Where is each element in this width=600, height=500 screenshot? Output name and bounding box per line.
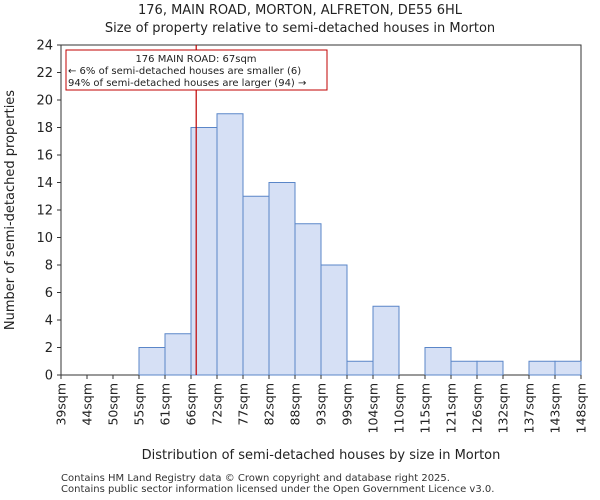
y-tick-label: 12 — [36, 204, 53, 219]
x-tick-label: 148sqm — [574, 383, 589, 433]
y-tick-label: 2 — [45, 341, 53, 356]
x-tick-label: 110sqm — [392, 383, 407, 433]
footer-line-2: Contains public sector information licen… — [61, 484, 495, 495]
x-tick-label: 115sqm — [418, 383, 433, 433]
x-tick-label: 104sqm — [366, 383, 381, 433]
y-tick-label: 18 — [36, 121, 53, 136]
y-tick-label: 22 — [36, 66, 53, 81]
chart-subtitle: Size of property relative to semi-detach… — [104, 21, 496, 36]
y-tick-label: 4 — [45, 314, 53, 329]
bar-61sqm — [164, 333, 192, 376]
y-tick-label: 6 — [45, 286, 53, 301]
x-tick-label: 77sqm — [236, 383, 251, 426]
annotation-line-1: 176 MAIN ROAD: 67sqm — [135, 54, 256, 65]
x-tick-label: 55sqm — [132, 383, 147, 426]
y-tick-label: 14 — [36, 176, 53, 191]
x-tick-label: 88sqm — [288, 383, 303, 426]
bar-126sqm — [476, 360, 504, 376]
bar-72sqm — [216, 113, 244, 376]
x-tick-label: 99sqm — [340, 383, 355, 426]
x-tick-label: 93sqm — [314, 383, 329, 426]
bar-93sqm — [320, 264, 348, 376]
y-tick-label: 16 — [36, 149, 53, 164]
x-tick-label: 132sqm — [496, 383, 511, 433]
bar-88sqm — [294, 223, 322, 376]
x-tick-label: 39sqm — [54, 383, 69, 426]
bar-115sqm — [424, 347, 452, 376]
bar-55sqm — [138, 347, 166, 376]
annotation-line-2: ← 6% of semi-detached houses are smaller… — [68, 66, 301, 77]
bar-77sqm — [242, 195, 270, 376]
x-tick-label: 143sqm — [548, 383, 563, 433]
y-tick-label: 10 — [36, 231, 53, 246]
x-tick-label: 126sqm — [470, 383, 485, 433]
x-tick-label: 61sqm — [158, 383, 173, 426]
bar-137sqm — [528, 360, 556, 376]
x-tick-label: 72sqm — [210, 383, 225, 426]
x-tick-label: 121sqm — [444, 383, 459, 433]
footer-line-1: Contains HM Land Registry data © Crown c… — [61, 473, 450, 484]
x-tick-label: 44sqm — [80, 383, 95, 426]
bar-121sqm — [450, 360, 478, 376]
bar-104sqm — [372, 305, 400, 376]
bar-66sqm — [190, 127, 218, 376]
y-tick-label: 8 — [45, 259, 53, 274]
y-tick-label: 24 — [36, 39, 53, 54]
x-tick-label: 82sqm — [262, 383, 277, 426]
y-tick-label: 0 — [45, 369, 53, 384]
annotation-line-3: 94% of semi-detached houses are larger (… — [68, 78, 306, 89]
bar-99sqm — [346, 360, 374, 376]
y-axis-label: Number of semi-detached properties — [3, 90, 18, 330]
annotation-box — [65, 49, 328, 91]
y-tick-label: 20 — [36, 94, 53, 109]
x-tick-label: 137sqm — [522, 383, 537, 433]
bar-82sqm — [268, 182, 296, 376]
x-axis-label: Distribution of semi-detached houses by … — [142, 448, 501, 463]
x-tick-label: 66sqm — [184, 383, 199, 426]
chart-title: 176, MAIN ROAD, MORTON, ALFRETON, DE55 6… — [138, 3, 462, 18]
x-tick-label: 50sqm — [106, 383, 121, 426]
bar-143sqm — [554, 360, 582, 376]
